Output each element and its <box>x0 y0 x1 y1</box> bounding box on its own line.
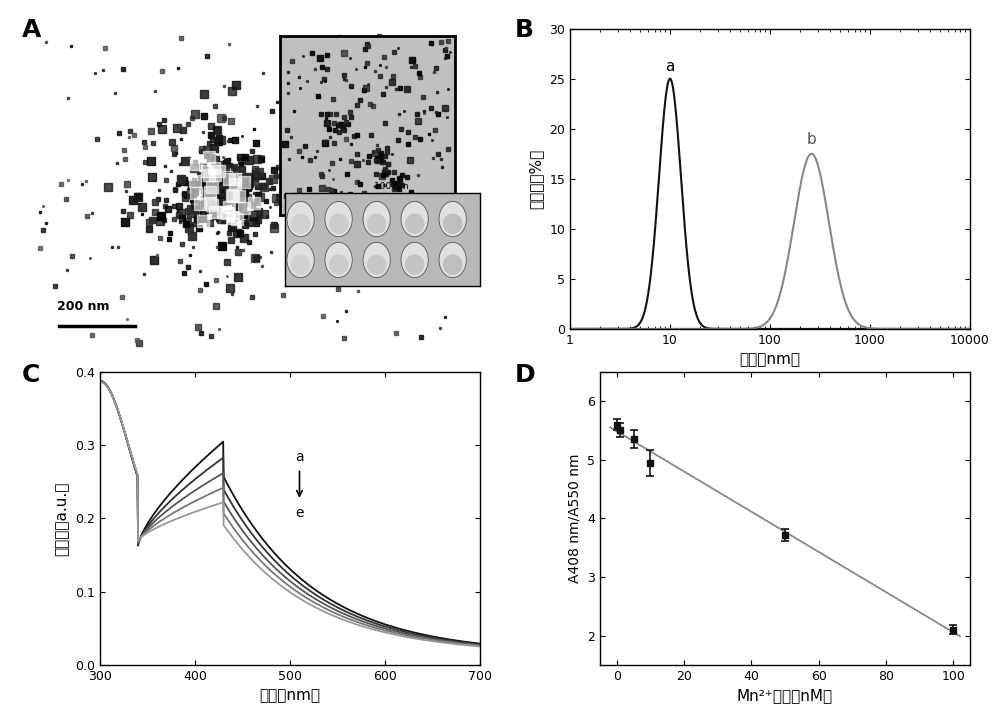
X-axis label: 波长（nm）: 波长（nm） <box>260 689 320 704</box>
Ellipse shape <box>329 214 348 234</box>
Ellipse shape <box>363 202 390 237</box>
Y-axis label: 吸光度（a.u.）: 吸光度（a.u.） <box>55 481 70 556</box>
Ellipse shape <box>325 242 352 277</box>
Ellipse shape <box>439 202 466 237</box>
Text: 200 nm: 200 nm <box>57 300 109 312</box>
Ellipse shape <box>405 255 424 275</box>
Ellipse shape <box>439 242 466 277</box>
Text: a: a <box>665 59 675 74</box>
Ellipse shape <box>405 214 424 234</box>
Text: a: a <box>295 450 304 464</box>
Y-axis label: A408 nm/A550 nm: A408 nm/A550 nm <box>568 453 582 583</box>
Text: B: B <box>515 18 534 42</box>
Text: A: A <box>22 18 41 42</box>
Ellipse shape <box>367 255 386 275</box>
Ellipse shape <box>291 255 310 275</box>
Ellipse shape <box>367 214 386 234</box>
Text: 100 nm: 100 nm <box>374 182 409 192</box>
Y-axis label: 百分比（%）: 百分比（%） <box>529 149 544 209</box>
X-axis label: Mn²⁺浓度（nM）: Mn²⁺浓度（nM） <box>737 689 833 704</box>
Ellipse shape <box>401 202 428 237</box>
Ellipse shape <box>325 202 352 237</box>
Text: e: e <box>295 506 304 520</box>
Ellipse shape <box>287 242 314 277</box>
Ellipse shape <box>329 255 348 275</box>
Text: C: C <box>22 363 40 387</box>
Text: D: D <box>515 363 536 387</box>
Ellipse shape <box>363 242 390 277</box>
Ellipse shape <box>443 255 462 275</box>
Ellipse shape <box>287 202 314 237</box>
Text: b: b <box>807 132 816 147</box>
Ellipse shape <box>291 214 310 234</box>
Ellipse shape <box>443 214 462 234</box>
Ellipse shape <box>401 242 428 277</box>
X-axis label: 粒度（nm）: 粒度（nm） <box>740 352 800 368</box>
